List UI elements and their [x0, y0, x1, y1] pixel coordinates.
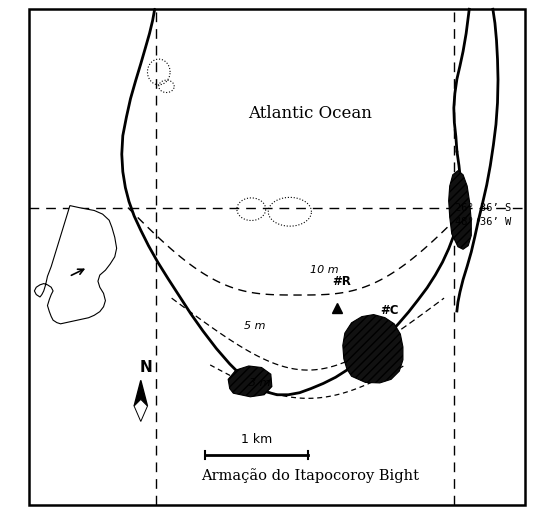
Polygon shape [343, 315, 403, 383]
Text: 26° 36’ S
48° 36’ W: 26° 36’ S 48° 36’ W [455, 203, 511, 227]
Polygon shape [134, 380, 147, 406]
Text: #C: #C [380, 304, 398, 318]
Text: N: N [140, 360, 152, 375]
Text: #R: #R [332, 275, 351, 288]
Text: Armação do Itapocoroy Bight: Armação do Itapocoroy Bight [202, 468, 419, 483]
Polygon shape [449, 171, 471, 249]
Text: 10 m: 10 m [310, 265, 339, 275]
Text: 5 m: 5 m [244, 321, 265, 332]
Text: Atlantic Ocean: Atlantic Ocean [249, 104, 372, 122]
Text: 3 m: 3 m [249, 378, 270, 388]
Polygon shape [34, 206, 117, 324]
Polygon shape [134, 399, 147, 421]
Polygon shape [228, 366, 272, 397]
Text: 1 km: 1 km [241, 433, 272, 446]
